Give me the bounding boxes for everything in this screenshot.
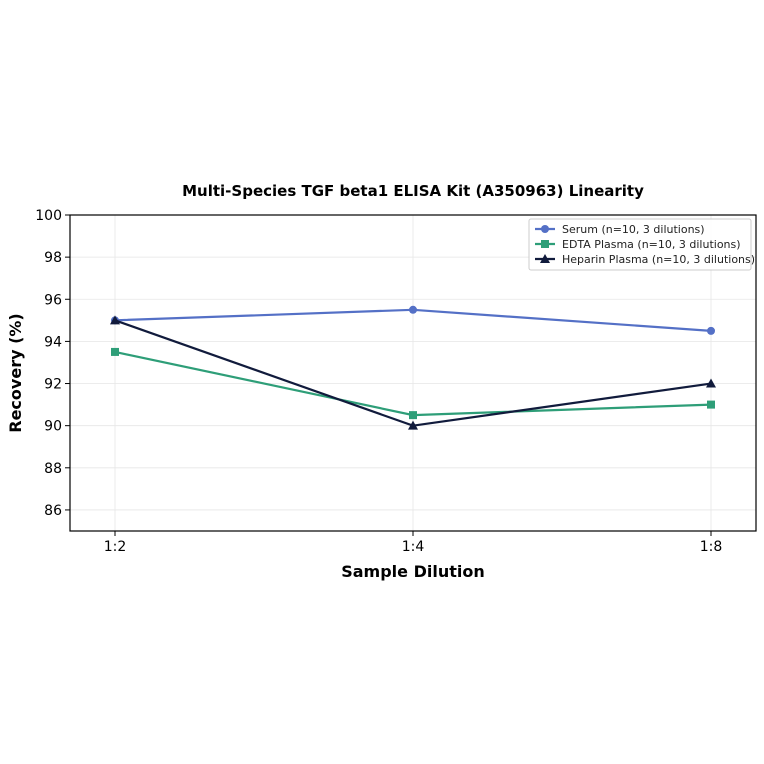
data-point — [707, 326, 715, 335]
y-tick-label: 96 — [44, 292, 62, 308]
legend-box — [528, 218, 752, 271]
y-tick-label: 92 — [44, 377, 62, 393]
x-axis: 1:2 1:4 1:8 — [104, 531, 723, 555]
y-tick-label: 90 — [44, 419, 62, 435]
legend-marker — [541, 225, 549, 233]
x-tick-label: 1:2 — [104, 539, 127, 555]
data-point — [409, 411, 417, 420]
data-point — [111, 347, 119, 356]
y-tick-label: 100 — [35, 208, 62, 224]
chart-title: Multi-Species TGF beta1 ELISA Kit (A3509… — [182, 182, 644, 200]
y-tick-label: 98 — [44, 250, 62, 266]
x-tick-label: 1:4 — [402, 539, 425, 555]
y-tick-label: 88 — [44, 461, 62, 477]
y-tick-label: 86 — [44, 503, 62, 519]
series-edta — [111, 347, 715, 420]
series-heparin — [110, 315, 716, 430]
data-point — [409, 305, 417, 314]
legend-marker — [540, 254, 550, 263]
legend-label: EDTA Plasma (n=10, 3 dilutions) — [562, 238, 741, 251]
legend-marker — [541, 240, 549, 248]
data-point — [110, 315, 120, 325]
x-axis-label: Sample Dilution — [341, 562, 485, 581]
x-tick-label: 1:8 — [700, 539, 723, 555]
legend-label: Heparin Plasma (n=10, 3 dilutions) — [562, 253, 755, 266]
data-point — [706, 378, 716, 388]
data-point — [408, 420, 418, 430]
y-axis-label: Recovery (%) — [6, 313, 25, 432]
legend-label: Serum (n=10, 3 dilutions) — [562, 223, 705, 236]
series-layer — [110, 305, 716, 430]
legend: Serum (n=10, 3 dilutions) EDTA Plasma (n=… — [528, 218, 755, 271]
y-tick-label: 94 — [44, 334, 62, 350]
data-point — [707, 400, 715, 409]
y-axis: 86 88 90 92 94 96 98 100 — [35, 208, 70, 519]
